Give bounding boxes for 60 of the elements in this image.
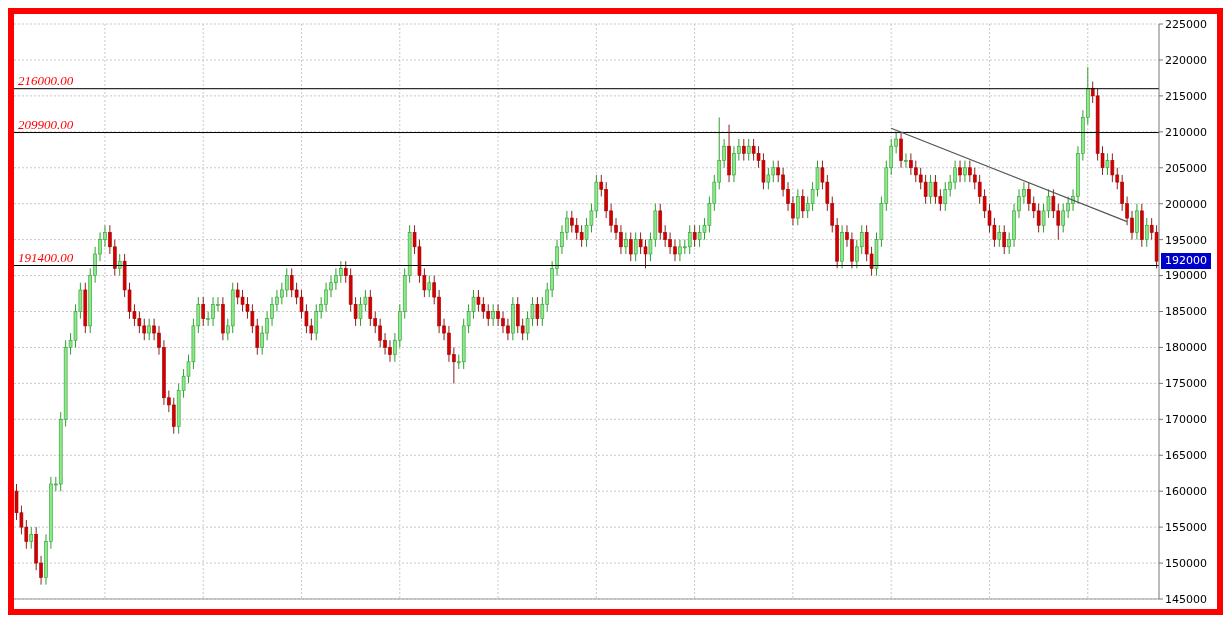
candlestick bbox=[1135, 203, 1139, 241]
candlestick bbox=[201, 296, 206, 327]
candlestick bbox=[633, 231, 638, 262]
candlestick bbox=[368, 289, 373, 327]
y-tick-label: 165000 bbox=[1165, 449, 1207, 463]
candlestick bbox=[147, 318, 151, 341]
candlestick bbox=[1144, 217, 1149, 248]
candlestick bbox=[997, 224, 1002, 248]
candlestick bbox=[958, 160, 962, 183]
y-tick-label: 175000 bbox=[1165, 377, 1207, 391]
y-tick-label: 150000 bbox=[1165, 556, 1207, 570]
candlestick bbox=[29, 526, 34, 550]
candlestick bbox=[314, 303, 319, 341]
ref-line-label: 216000.00 bbox=[18, 72, 74, 88]
candlestick bbox=[692, 224, 697, 248]
candlestick bbox=[1036, 203, 1041, 233]
candlestick bbox=[746, 138, 751, 162]
ref-line-label: 191400.00 bbox=[18, 249, 74, 265]
y-tick-label: 215000 bbox=[1165, 89, 1207, 103]
candlestick bbox=[476, 289, 481, 312]
candlestick bbox=[628, 231, 633, 262]
candlestick bbox=[579, 224, 584, 248]
y-tick-label: 185000 bbox=[1165, 305, 1207, 319]
candlestick bbox=[923, 174, 928, 205]
candlestick bbox=[766, 167, 771, 190]
y-tick-label: 160000 bbox=[1165, 485, 1207, 499]
y-tick-label: 210000 bbox=[1165, 125, 1207, 139]
candlestick bbox=[1002, 224, 1007, 255]
candlestick bbox=[1105, 152, 1110, 176]
y-tick-label: 155000 bbox=[1165, 521, 1207, 535]
candlestick bbox=[171, 397, 176, 435]
candlestick bbox=[1061, 203, 1066, 233]
candlestick bbox=[796, 188, 800, 226]
y-tick-label: 225000 bbox=[1165, 17, 1207, 31]
candlestick bbox=[624, 231, 628, 255]
candlestick bbox=[427, 275, 432, 298]
candlestick bbox=[491, 303, 495, 327]
text: 192000 bbox=[1161, 253, 1211, 270]
y-tick-label: 180000 bbox=[1165, 341, 1207, 355]
candlestick bbox=[117, 253, 122, 277]
candlestick bbox=[928, 174, 933, 205]
candlestick bbox=[658, 203, 663, 241]
candlestick bbox=[284, 267, 289, 298]
y-tick-label: 145000 bbox=[1165, 592, 1207, 606]
candlestick bbox=[800, 188, 805, 219]
candlestick bbox=[687, 224, 692, 255]
candlestick bbox=[963, 160, 967, 183]
candlestick bbox=[535, 296, 540, 327]
candlestick bbox=[1110, 152, 1115, 183]
candlestick bbox=[943, 181, 948, 212]
y-tick-label: 190000 bbox=[1165, 269, 1207, 283]
candlestick bbox=[904, 152, 908, 169]
y-tick-label: 170000 bbox=[1165, 413, 1207, 427]
candlestick bbox=[742, 138, 746, 162]
y-tick-label: 205000 bbox=[1165, 161, 1207, 175]
y-tick-label: 220000 bbox=[1165, 53, 1207, 67]
candlestick bbox=[899, 131, 903, 169]
y-tick-label: 195000 bbox=[1165, 233, 1207, 247]
y-tick-label: 200000 bbox=[1165, 197, 1207, 211]
ref-line-label: 209900.00 bbox=[18, 116, 74, 132]
